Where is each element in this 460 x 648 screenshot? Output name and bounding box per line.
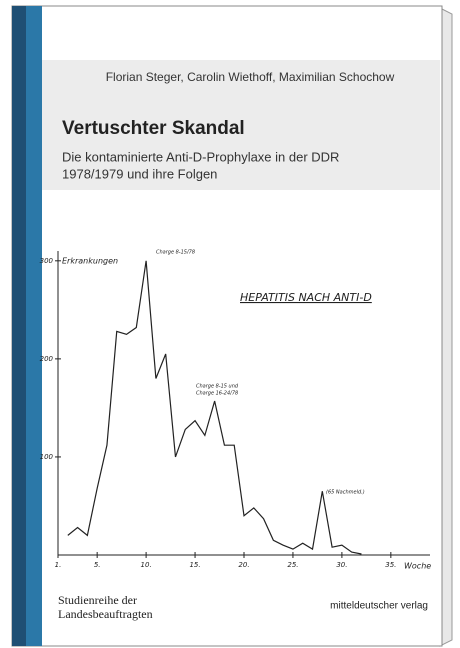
annotation: Charge 8-15 und [196,384,239,390]
header-band [42,60,440,190]
x-axis-label: Woche [404,562,431,571]
y-tick-label: 100 [40,453,54,461]
annotation: Charge 8-15/78 [156,250,195,256]
x-tick-label: 5. [94,561,101,569]
publisher: mitteldeutscher verlag [330,601,428,612]
authors: Florian Steger, Carolin Wiethoff, Maximi… [106,70,395,84]
data-line [67,260,362,555]
subtitle: Die kontaminierte Anti-D-Prophylaxe in d… [62,149,339,164]
annotation: Charge 16-24/78 [196,391,238,397]
x-tick-label: 15. [189,561,200,569]
x-tick-label: 35. [385,561,396,569]
x-tick-label: 10. [141,561,152,569]
spine-dark [12,6,26,646]
x-tick-label: 30. [336,561,347,569]
chart: HEPATITIS NACH ANTI-D Erkrankungen Woche… [40,250,432,571]
chart-title: HEPATITIS NACH ANTI-D [240,291,372,304]
spine [26,6,42,646]
annotation: (65 Nachmeld.) [326,490,365,496]
x-tick-label: 20. [238,561,249,569]
y-tick-label: 200 [40,355,54,363]
x-tick-label: 25. [287,561,298,569]
series-name: Landesbeauftragten [58,607,153,621]
title: Vertuschter Skandal [62,118,245,139]
y-tick-label: 300 [40,257,54,265]
subtitle: 1978/1979 und ihre Folgen [62,166,217,181]
y-axis-label: Erkrankungen [62,257,118,266]
x-tick-label: 1. [55,561,62,569]
series-name: Studienreihe der [58,593,137,607]
